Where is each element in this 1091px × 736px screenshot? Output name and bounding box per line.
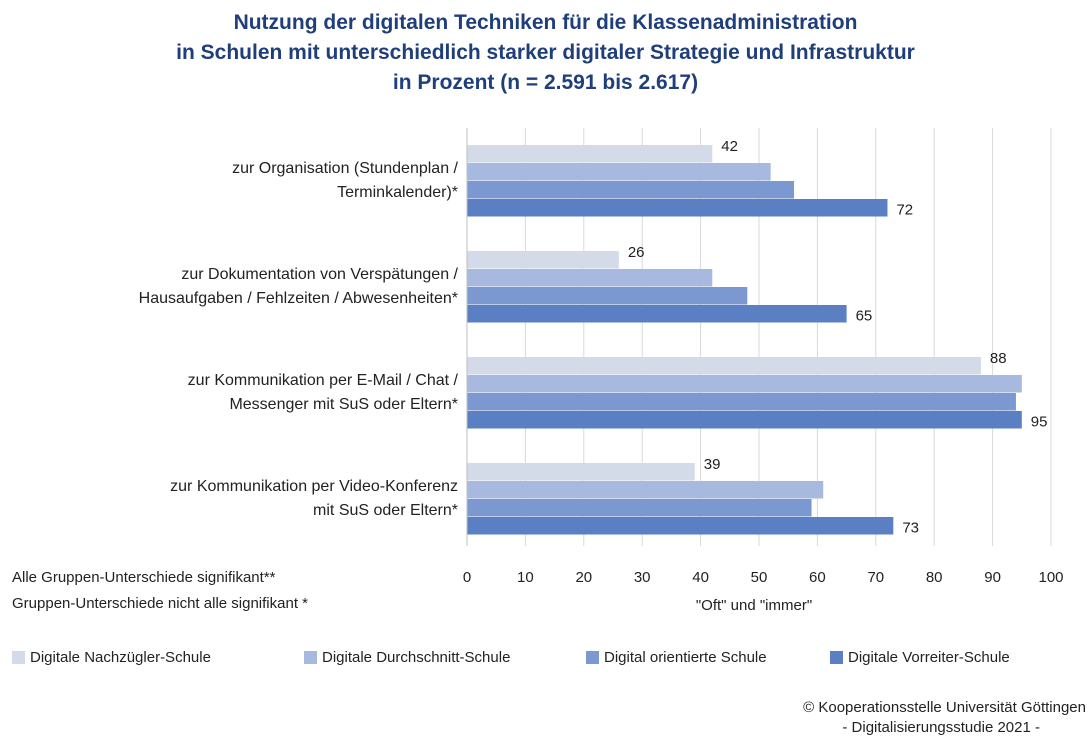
legend-label: Digital orientierte Schule [604,649,767,666]
bar [467,287,748,305]
category-label: zur Kommunikation per Video-Konferenz mi… [170,478,458,519]
legend-label: Digitale Durchschnitt-Schule [322,649,510,666]
bar [467,145,713,163]
bar [467,163,771,181]
x-tick-label: 80 [926,569,943,586]
footnote: Gruppen-Unterschiede nicht alle signifik… [12,595,308,612]
x-tick-label: 0 [463,569,471,586]
bar [467,251,619,269]
bar [467,481,824,499]
data-label: 73 [902,520,919,537]
source: © Kooperationsstelle Universität Götting… [803,699,1086,716]
bar [467,463,695,481]
data-label: 39 [704,456,721,473]
bar [467,499,812,517]
legend-swatch [830,651,843,664]
bar [467,181,795,199]
x-tick-label: 90 [984,569,1001,586]
source: - Digitalisierungsstudie 2021 - [842,719,1040,736]
data-label: 65 [856,308,873,325]
x-tick-label: 70 [867,569,884,586]
bar [467,375,1022,393]
bar [467,517,894,535]
category-label: zur Kommunikation per E-Mail / Chat / Me… [187,372,458,413]
x-tick-label: 20 [575,569,592,586]
footnote: Alle Gruppen-Unterschiede signifikant** [12,569,276,586]
data-label: 42 [721,138,738,155]
legend-swatch [586,651,599,664]
legend-swatch [304,651,317,664]
chart-title: Nutzung der digitalen Techniken für die … [176,11,915,94]
data-label: 72 [896,202,913,219]
legend-label: Digitale Nachzügler-Schule [30,649,211,666]
x-tick-label: 30 [634,569,651,586]
category-label: zur Organisation (Stundenplan / Terminka… [232,160,458,201]
bar [467,199,888,217]
data-label: 88 [990,350,1007,367]
x-tick-label: 100 [1038,569,1063,586]
data-label: 26 [628,244,645,261]
x-tick-label: 50 [751,569,768,586]
bar [467,411,1022,429]
bar [467,393,1016,411]
legend-label: Digitale Vorreiter-Schule [848,649,1010,666]
x-axis-label: "Oft" und "immer" [696,597,812,614]
x-tick-label: 40 [692,569,709,586]
bar [467,305,847,323]
bar [467,357,981,375]
legend-swatch [12,651,25,664]
category-label: zur Dokumentation von Verspätungen / Hau… [138,266,458,307]
x-tick-label: 10 [517,569,534,586]
data-label: 95 [1031,414,1048,431]
bar [467,269,713,287]
x-tick-label: 60 [809,569,826,586]
